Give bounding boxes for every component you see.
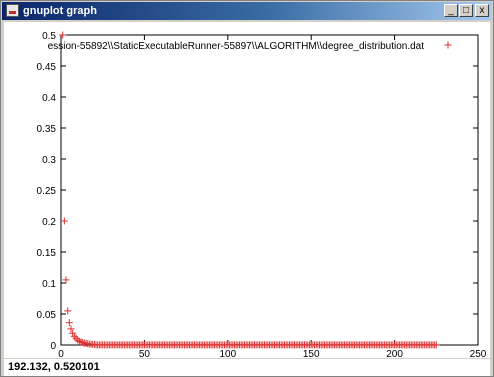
data-point [64, 307, 72, 315]
y-tick-label: 0.15 [37, 248, 57, 259]
y-tick-label: 0.35 [37, 124, 57, 135]
y-tick-label: 0.3 [42, 155, 56, 166]
y-tick-label: 0.2 [42, 217, 56, 228]
data-point [72, 334, 80, 342]
data-point [65, 319, 73, 327]
data-point [79, 339, 87, 347]
y-tick-label: 0.1 [42, 279, 56, 290]
y-tick-label: 0.5 [42, 31, 56, 42]
data-point [75, 337, 83, 345]
status-bar: 192.132, 0.520101 [4, 359, 490, 376]
window-title: gnuplot graph [23, 5, 97, 17]
x-tick-label: 0 [58, 349, 64, 358]
legend-label: ession-55892\\StaticExecutableRunner-558… [48, 41, 425, 52]
x-tick-label: 50 [139, 349, 151, 358]
data-point [432, 341, 440, 349]
plot-area[interactable]: 0 0.05 0.1 0.15 0.2 0.25 0.3 0.35 0.4 0.45 0.5 0 50 1… [4, 22, 490, 358]
y-tick-label: 0.05 [37, 310, 57, 321]
data-point [70, 332, 78, 340]
data-point [59, 31, 67, 39]
close-button[interactable]: x [475, 4, 489, 17]
data-point [62, 276, 70, 284]
data-point [60, 217, 68, 225]
x-tick-label: 100 [219, 349, 236, 358]
chart-svg: 0 0.05 0.1 0.15 0.2 0.25 0.3 0.35 0.4 0.45 0.5 0 50 1… [37, 31, 487, 358]
y-tick-label: 0 [50, 341, 56, 352]
minimize-button[interactable]: _ [444, 4, 458, 17]
x-tick-label: 250 [470, 349, 487, 358]
data-point [69, 329, 77, 337]
y-tick-label: 0.45 [37, 62, 57, 73]
gnuplot-app-icon[interactable] [6, 4, 19, 17]
x-tick-label: 150 [303, 349, 320, 358]
data-point [77, 338, 85, 346]
plot-border [60, 34, 479, 346]
mouse-coordinates: 192.132, 0.520101 [8, 361, 100, 373]
maximize-button[interactable]: □ [459, 4, 473, 17]
data-point [67, 325, 75, 333]
x-tick-label: 200 [386, 349, 403, 358]
y-tick-label: 0.4 [42, 93, 56, 104]
y-tick-label: 0.25 [37, 186, 57, 197]
data-point [444, 41, 452, 49]
title-bar[interactable]: gnuplot graph _ □ x [2, 2, 492, 20]
